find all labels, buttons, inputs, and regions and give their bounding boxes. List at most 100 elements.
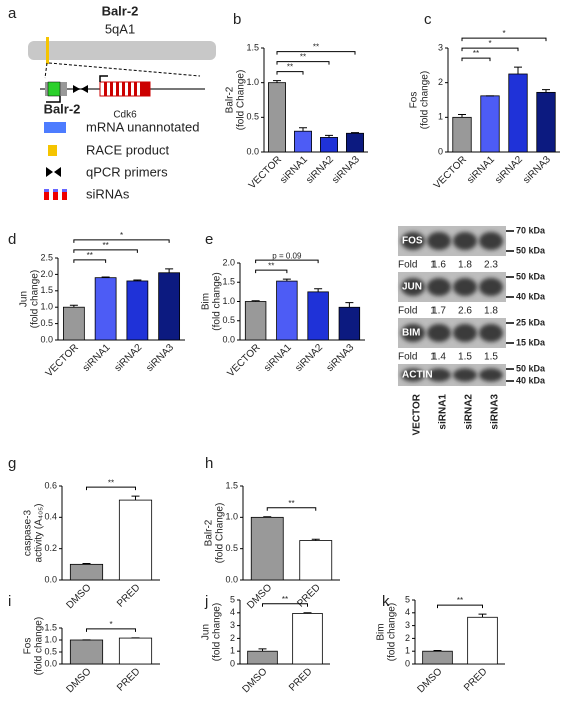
blot-band — [479, 324, 503, 342]
x-tick-label: siRNA3 — [325, 342, 357, 374]
zoom-line — [48, 62, 201, 77]
locus: 5qA1 — [105, 21, 135, 36]
y-axis-label: (fold change) — [34, 617, 45, 675]
fold-value: 1.5 — [484, 352, 498, 363]
blot-band — [453, 324, 477, 342]
significance-bracket — [266, 507, 317, 511]
x-tick-label: VECTOR — [432, 154, 469, 191]
error-bar — [303, 612, 312, 614]
legend-swatch — [44, 189, 67, 200]
legend-swatch — [48, 145, 57, 156]
balr2-exon — [47, 81, 61, 97]
significance-label: * — [120, 231, 123, 240]
fold-value: 1 — [430, 306, 436, 317]
y-tick-label: 1.5 — [222, 277, 235, 287]
significance-label: ** — [457, 596, 463, 605]
significance-bracket — [262, 603, 308, 607]
blot-band — [401, 232, 425, 250]
significance-bracket — [255, 259, 319, 264]
gene-label: Balr-2 — [44, 101, 81, 116]
error-bar — [251, 300, 260, 302]
y-axis-label: caspase-3 — [23, 509, 34, 556]
marker-label: 15 kDa — [516, 337, 546, 347]
y-axis-label: Fos — [409, 92, 420, 109]
bar — [480, 95, 500, 153]
y-tick-label: 5 — [230, 594, 235, 604]
y-tick-label: 2 — [230, 633, 235, 643]
fold-value: 1.8 — [484, 306, 498, 317]
significance-label: ** — [282, 595, 288, 604]
y-tick-label: 0.0 — [225, 574, 238, 584]
x-tick-label: DMSO — [415, 666, 444, 695]
y-tick-label: 5 — [405, 594, 410, 604]
significance-label: p = 0.09 — [272, 251, 302, 260]
fold-label: Fold — [398, 352, 417, 363]
fold-value: 1.7 — [432, 306, 446, 317]
blot-band — [453, 368, 477, 382]
x-tick-label: siRNA1 — [278, 154, 310, 186]
bar — [69, 639, 104, 665]
y-tick-label: 0.5 — [44, 646, 57, 656]
marker-label: 50 kDa — [516, 245, 546, 255]
panel-g: g caspase-3 activity (A₄₀₅) 0.0 0.2 0.4 0.6 DMS… — [8, 455, 160, 611]
y-axis-label: Jun — [19, 291, 30, 307]
error-bar — [433, 650, 442, 652]
marker-label: 25 kDa — [516, 317, 546, 327]
blot-band — [427, 368, 451, 382]
significance-bracket — [276, 51, 356, 55]
protein-label: BIM — [402, 328, 420, 339]
primer — [73, 85, 80, 93]
error-bar — [478, 613, 487, 618]
significance-bracket — [73, 259, 107, 263]
x-tick-label: DMSO — [245, 582, 274, 611]
protein-label: JUN — [402, 282, 422, 293]
bar — [118, 499, 153, 581]
chromosome — [28, 41, 216, 60]
blot-band — [453, 232, 477, 250]
bar — [508, 73, 528, 153]
error-bar — [165, 268, 174, 273]
y-axis-label: (fold change) — [420, 71, 431, 129]
x-tick-label: VECTOR — [225, 342, 262, 379]
marker-label: 70 kDa — [516, 225, 546, 235]
fold-value: 1.6 — [432, 260, 446, 271]
blot-band — [479, 278, 503, 296]
bar — [292, 613, 323, 665]
y-tick-label: 1.0 — [44, 634, 57, 644]
panel-a: a Balr-2 5qA1 Balr-2 Cdk6 mRNA unannotat… — [8, 3, 216, 201]
significance-label: ** — [268, 261, 274, 270]
error-bar — [263, 516, 272, 518]
y-tick-label: 2.5 — [40, 252, 53, 262]
y-tick-label: 3 — [230, 620, 235, 630]
y-tick-label: 2.0 — [222, 257, 235, 267]
bar — [244, 301, 267, 341]
bar — [126, 280, 149, 341]
fold-value: 1 — [430, 260, 436, 271]
y-tick-label: 4 — [405, 607, 410, 617]
y-tick-label: 0.2 — [44, 543, 57, 553]
y-tick-label: 0.0 — [222, 334, 235, 344]
panel-letter: h — [205, 455, 213, 472]
significance-bracket — [461, 57, 491, 62]
bar — [299, 540, 333, 581]
blot-band — [427, 324, 451, 342]
y-axis-label: Bim — [376, 623, 387, 640]
x-tick-label: siRNA1 — [465, 154, 497, 186]
fold-value: 2.6 — [458, 306, 472, 317]
lane-label: siRNA2 — [464, 394, 475, 430]
significance-label: * — [502, 29, 505, 38]
x-tick-label: PRED — [115, 582, 142, 609]
marker-label: 40 kDa — [516, 291, 546, 301]
y-tick-label: 3 — [405, 620, 410, 630]
significance-label: ** — [313, 43, 319, 52]
y-axis-label: (fold Change) — [215, 503, 226, 564]
x-tick-label: siRNA3 — [144, 342, 176, 374]
legend-label: mRNA unannotated — [86, 119, 199, 134]
y-tick-label: 0.5 — [246, 112, 259, 122]
y-axis-label: Balr-2 — [204, 519, 215, 546]
y-tick-label: 1.5 — [225, 480, 238, 490]
y-tick-label: 1.5 — [44, 622, 57, 632]
significance-bracket — [437, 604, 483, 609]
marker-label: 50 kDa — [516, 363, 546, 373]
